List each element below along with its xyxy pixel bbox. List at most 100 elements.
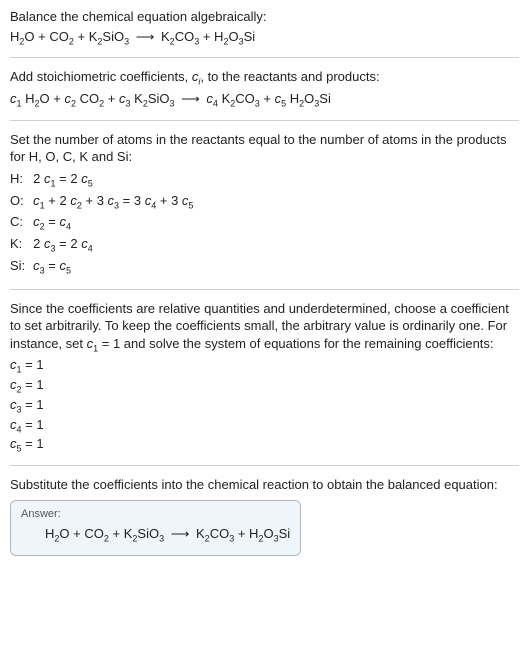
table-row: C:c2 = c4 bbox=[10, 213, 201, 235]
solution-line: c3 = 1 bbox=[10, 396, 519, 416]
t: O bbox=[59, 29, 69, 44]
t: O bbox=[40, 91, 50, 106]
t: 2 bbox=[33, 171, 44, 186]
step2-text: Add stoichiometric coefficients, ci, to … bbox=[10, 68, 519, 88]
eq: c2 = c4 bbox=[33, 213, 201, 235]
t: 4 bbox=[88, 244, 93, 254]
t: = bbox=[45, 258, 60, 273]
t: O bbox=[114, 29, 124, 44]
table-row: K:2 c3 = 2 c4 bbox=[10, 235, 201, 257]
t: K bbox=[196, 526, 205, 541]
arrow-icon: ⟶ bbox=[178, 91, 203, 106]
co2: CO2 bbox=[80, 91, 105, 106]
h2o: H2O bbox=[45, 526, 70, 541]
answer-box: Answer: H2O + CO2 + K2SiO3 ⟶ K2CO3 + H2O… bbox=[10, 500, 301, 557]
t: K bbox=[222, 91, 231, 106]
answer-equation: H2O + CO2 + K2SiO3 ⟶ K2CO3 + H2O3Si bbox=[21, 525, 290, 545]
divider bbox=[10, 465, 519, 466]
t: C bbox=[84, 526, 93, 541]
t: 2 bbox=[33, 236, 44, 251]
el: C: bbox=[10, 213, 33, 235]
h2o3si: H2O3Si bbox=[290, 91, 331, 106]
table-row: Si:c3 = c5 bbox=[10, 257, 201, 279]
t: 2 bbox=[104, 534, 109, 544]
base-equation: H2O + CO2 + K2SiO3 ⟶ K2CO3 + H2O3Si bbox=[10, 28, 519, 48]
t: Si bbox=[319, 91, 331, 106]
step1-text: Balance the chemical equation algebraica… bbox=[10, 8, 519, 26]
t: O bbox=[219, 526, 229, 541]
t: O bbox=[149, 526, 159, 541]
t: Si bbox=[137, 526, 149, 541]
el: O: bbox=[10, 192, 33, 214]
atom-equations-table: H:2 c1 = 2 c5 O:c1 + 2 c2 + 3 c3 = 3 c4 … bbox=[10, 170, 201, 279]
step5-text: Substitute the coefficients into the che… bbox=[10, 476, 519, 494]
t: = 1 bbox=[22, 377, 44, 392]
t: Si bbox=[102, 29, 114, 44]
table-row: O:c1 + 2 c2 + 3 c3 = 3 c4 + 3 c5 bbox=[10, 192, 201, 214]
solution-line: c5 = 1 bbox=[10, 435, 519, 455]
t: O bbox=[89, 91, 99, 106]
t: K bbox=[134, 91, 143, 106]
el: Si: bbox=[10, 257, 33, 279]
t: C bbox=[210, 526, 219, 541]
t: = 2 bbox=[56, 171, 82, 186]
t: Add stoichiometric coefficients, bbox=[10, 69, 192, 84]
t: H bbox=[290, 91, 299, 106]
t: Si bbox=[279, 526, 291, 541]
eq: 2 c3 = 2 c4 bbox=[33, 235, 201, 257]
t: C bbox=[49, 29, 58, 44]
t: + 2 bbox=[45, 193, 71, 208]
eq: 2 c1 = 2 c5 bbox=[33, 170, 201, 192]
arrow-icon: ⟶ bbox=[168, 526, 193, 541]
step3-text: Set the number of atoms in the reactants… bbox=[10, 131, 519, 166]
co2: CO2 bbox=[84, 526, 109, 541]
k2co3: K2CO3 bbox=[161, 29, 199, 44]
eq: c1 + 2 c2 + 3 c3 = 3 c4 + 3 c5 bbox=[33, 192, 201, 214]
t: 3 bbox=[126, 99, 131, 109]
k2co3: K2CO3 bbox=[222, 91, 260, 106]
t: H bbox=[25, 91, 34, 106]
step4-text: Since the coefficients are relative quan… bbox=[10, 300, 519, 355]
h2o3si: H2O3Si bbox=[214, 29, 255, 44]
t: H bbox=[45, 526, 54, 541]
t: C bbox=[80, 91, 89, 106]
solution-line: c4 = 1 bbox=[10, 416, 519, 436]
t: = 2 bbox=[56, 236, 82, 251]
t: O bbox=[94, 526, 104, 541]
t: 2 bbox=[69, 36, 74, 46]
t: 2 bbox=[77, 200, 82, 210]
solution-line: c1 = 1 bbox=[10, 356, 519, 376]
t: 4 bbox=[66, 222, 71, 232]
h2o: H2O bbox=[25, 91, 50, 106]
t: = 1 and solve the system of equations fo… bbox=[98, 336, 493, 351]
t: K bbox=[161, 29, 170, 44]
t: 3 bbox=[114, 200, 119, 210]
t: 2 bbox=[99, 99, 104, 109]
k2sio3: K2SiO3 bbox=[124, 526, 164, 541]
t: 4 bbox=[213, 99, 218, 109]
t: 5 bbox=[66, 265, 71, 275]
t: = bbox=[45, 214, 60, 229]
t: 1 bbox=[17, 99, 22, 109]
t: 2 bbox=[71, 99, 76, 109]
t: 5 bbox=[88, 178, 93, 188]
t: O bbox=[184, 29, 194, 44]
solution-line: c2 = 1 bbox=[10, 376, 519, 396]
h2o3si: H2O3Si bbox=[249, 526, 290, 541]
t: 3 bbox=[229, 534, 234, 544]
t: = 1 bbox=[22, 417, 44, 432]
k2sio3: K2SiO3 bbox=[134, 91, 174, 106]
co2: CO2 bbox=[49, 29, 74, 44]
t: = 1 bbox=[22, 357, 44, 372]
t: 3 bbox=[170, 99, 175, 109]
t: 5 bbox=[188, 200, 193, 210]
k2co3: K2CO3 bbox=[196, 526, 234, 541]
t: = 1 bbox=[22, 436, 44, 451]
t: = 1 bbox=[22, 397, 44, 412]
el: H: bbox=[10, 170, 33, 192]
t: Si bbox=[148, 91, 160, 106]
t: 3 bbox=[159, 534, 164, 544]
el: K: bbox=[10, 235, 33, 257]
t: O bbox=[263, 526, 273, 541]
t: O bbox=[245, 91, 255, 106]
